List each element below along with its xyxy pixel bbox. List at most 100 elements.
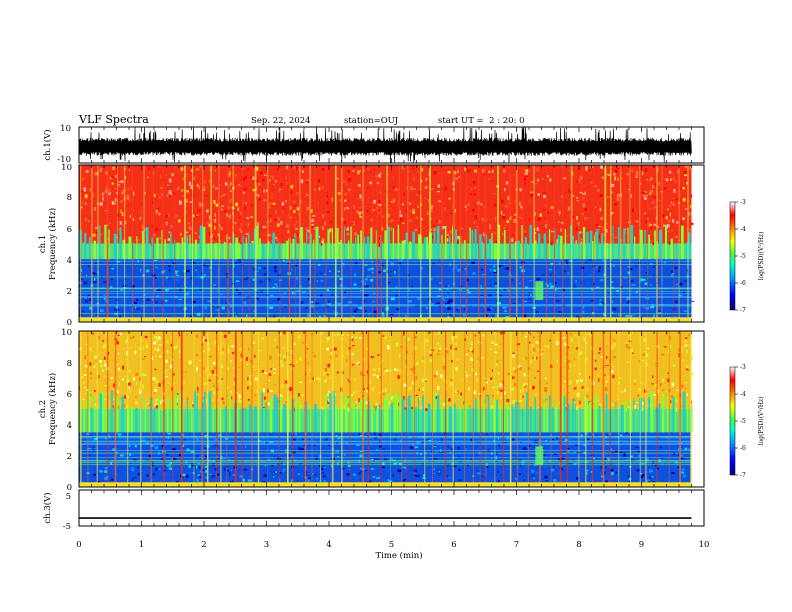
transition-spike bbox=[378, 404, 381, 433]
psd-speckle bbox=[240, 347, 242, 349]
psd-speckle bbox=[292, 438, 296, 441]
psd-speckle bbox=[318, 235, 321, 238]
psd-speckle bbox=[308, 368, 312, 372]
psd-speckle bbox=[489, 225, 491, 229]
transition-spike bbox=[306, 232, 308, 260]
transition-spike bbox=[672, 397, 675, 433]
psd-speckle bbox=[357, 401, 360, 403]
psd-speckle bbox=[516, 465, 519, 469]
psd-speckle bbox=[172, 373, 175, 376]
psd-speckle bbox=[623, 453, 626, 457]
psd-speckle bbox=[333, 334, 336, 337]
transition-spike bbox=[329, 393, 332, 433]
psd-speckle bbox=[246, 356, 248, 361]
transition-spike bbox=[437, 394, 440, 433]
psd-speckle bbox=[214, 226, 216, 230]
psd-speckle bbox=[291, 350, 293, 354]
psd-speckle bbox=[283, 358, 286, 362]
psd-speckle bbox=[324, 437, 328, 441]
transition-spike bbox=[665, 224, 667, 260]
psd-speckle bbox=[378, 368, 381, 372]
psd-speckle bbox=[230, 390, 232, 394]
ch1-waveform-trace bbox=[78, 127, 692, 163]
psd-speckle bbox=[535, 310, 539, 314]
psd-speckle bbox=[312, 377, 314, 381]
psd-speckle bbox=[247, 386, 249, 390]
psd-speckle bbox=[251, 240, 254, 245]
psd-speckle bbox=[221, 397, 224, 401]
psd-speckle bbox=[107, 351, 110, 355]
psd-speckle bbox=[530, 360, 532, 363]
psd-speckle bbox=[229, 300, 233, 303]
transition-spike bbox=[399, 395, 402, 433]
psd-speckle bbox=[381, 227, 384, 231]
psd-speckle bbox=[434, 457, 438, 460]
psd-speckle bbox=[667, 302, 669, 305]
transition-spike bbox=[219, 406, 221, 433]
psd-speckle bbox=[264, 225, 267, 229]
psd-speckle bbox=[447, 315, 451, 318]
psd-speckle bbox=[217, 434, 222, 436]
tonal-line bbox=[79, 444, 692, 445]
psd-speckle bbox=[101, 192, 105, 196]
psd-speckle bbox=[190, 315, 193, 318]
psd-speckle bbox=[584, 338, 586, 341]
psd-speckle bbox=[449, 382, 453, 387]
ch1-spec-ytick-6: 6 bbox=[67, 225, 72, 235]
psd-speckle bbox=[143, 228, 147, 231]
transition-spike bbox=[366, 236, 370, 260]
psd-speckle bbox=[321, 185, 324, 190]
psd-speckle bbox=[196, 214, 199, 216]
psd-speckle bbox=[643, 338, 646, 342]
psd-speckle bbox=[682, 474, 686, 478]
psd-speckle bbox=[299, 357, 302, 361]
psd-speckle bbox=[382, 448, 386, 450]
psd-speckle bbox=[111, 182, 114, 185]
psd-speckle bbox=[511, 438, 515, 441]
transition-spike bbox=[572, 235, 574, 260]
psd-speckle bbox=[417, 297, 420, 300]
psd-speckle bbox=[646, 194, 648, 197]
psd-speckle bbox=[287, 230, 290, 234]
psd-speckle bbox=[337, 437, 340, 440]
psd-speckle bbox=[267, 459, 271, 461]
psd-speckle bbox=[357, 184, 361, 187]
psd-speckle bbox=[455, 389, 457, 392]
psd-speckle bbox=[120, 180, 124, 183]
psd-speckle bbox=[378, 473, 381, 476]
ch2-spec-ylabel: ch.2Frequency (kHz) bbox=[38, 373, 58, 445]
psd-speckle bbox=[664, 187, 667, 190]
psd-speckle bbox=[121, 191, 124, 195]
psd-speckle bbox=[232, 352, 235, 355]
psd-speckle bbox=[669, 336, 671, 340]
psd-speckle bbox=[174, 346, 176, 350]
psd-speckle bbox=[342, 397, 344, 399]
transition-spike bbox=[270, 398, 272, 433]
psd-speckle bbox=[208, 378, 211, 381]
psd-speckle bbox=[335, 354, 338, 358]
psd-speckle bbox=[688, 368, 690, 370]
psd-speckle bbox=[443, 207, 446, 211]
psd-speckle bbox=[616, 192, 618, 195]
psd-speckle bbox=[316, 477, 319, 480]
ch2-spec-ytick-2: 2 bbox=[67, 452, 72, 462]
psd-speckle bbox=[178, 349, 181, 354]
transition-spike bbox=[518, 402, 520, 433]
psd-speckle bbox=[686, 350, 689, 354]
psd-speckle bbox=[499, 295, 503, 298]
psd-speckle bbox=[354, 273, 356, 277]
psd-speckle bbox=[161, 193, 163, 196]
psd-speckle bbox=[228, 310, 230, 314]
psd-speckle bbox=[598, 226, 601, 228]
psd-speckle bbox=[167, 436, 170, 439]
psd-speckle bbox=[469, 169, 471, 172]
psd-speckle bbox=[393, 462, 398, 465]
psd-speckle bbox=[382, 393, 385, 395]
impulse-line bbox=[192, 165, 193, 322]
psd-speckle bbox=[336, 371, 339, 374]
psd-speckle bbox=[375, 402, 378, 406]
psd-speckle bbox=[447, 301, 450, 304]
psd-speckle bbox=[153, 289, 156, 292]
psd-speckle bbox=[269, 264, 273, 267]
psd-speckle bbox=[87, 439, 92, 441]
